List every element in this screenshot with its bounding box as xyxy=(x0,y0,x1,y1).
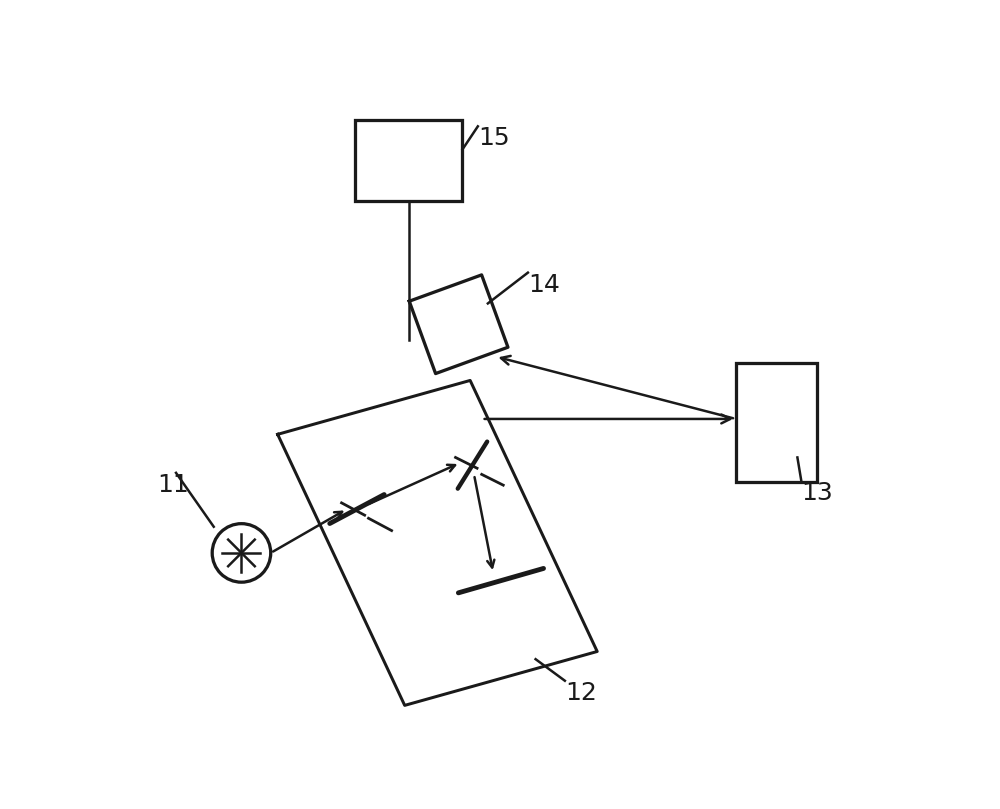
Bar xyxy=(355,121,462,201)
Circle shape xyxy=(212,523,271,582)
Text: 13: 13 xyxy=(801,481,833,505)
Text: 11: 11 xyxy=(157,472,189,497)
Text: 12: 12 xyxy=(565,680,597,705)
Text: 15: 15 xyxy=(478,126,509,150)
Bar xyxy=(736,362,817,482)
Text: 14: 14 xyxy=(528,273,560,297)
